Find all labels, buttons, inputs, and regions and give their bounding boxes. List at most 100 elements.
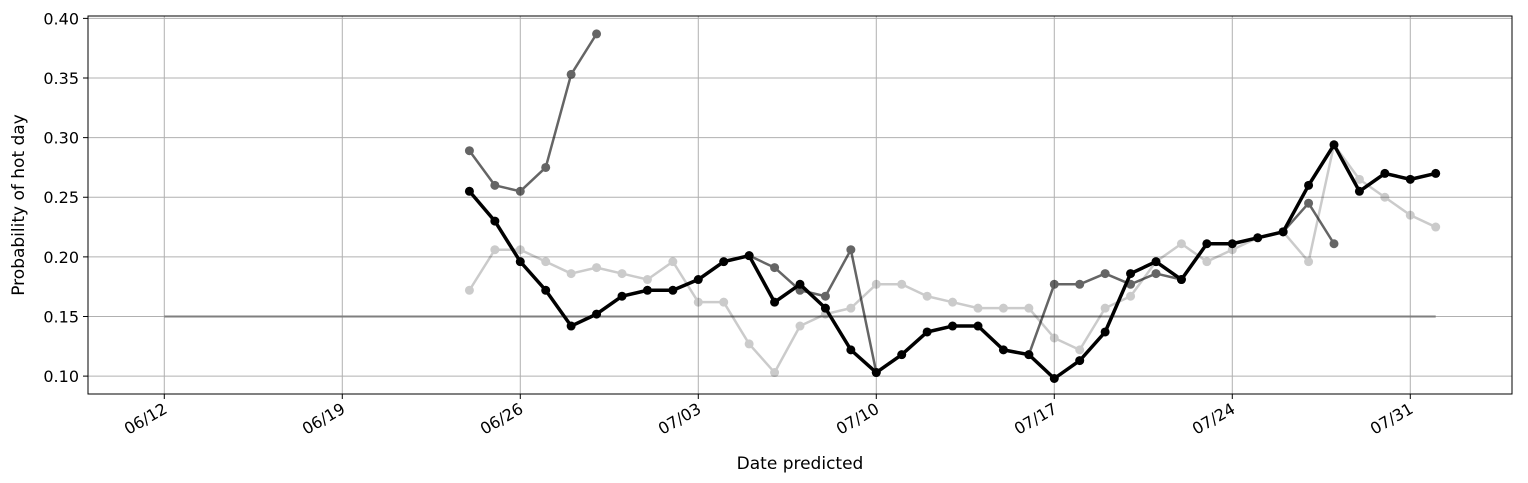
data-point [515,257,525,267]
series-2 [464,29,1339,378]
data-point [973,321,983,331]
data-point [1075,279,1085,289]
data-point [1304,198,1314,208]
data-point [770,297,780,307]
series-line [748,248,878,373]
plot-area-frame [87,15,1513,395]
x-axis-title: Date predicted [737,454,864,474]
data-point [464,186,474,196]
data-point [1176,275,1186,285]
data-point [846,345,856,355]
x-tick-label: 07/24 [1189,399,1238,439]
series-group [464,29,1441,383]
data-point [795,279,805,289]
data-point [490,245,500,255]
y-tick-label: 0.10 [43,367,79,386]
data-point [871,368,881,378]
x-tick-label: 06/26 [477,399,526,439]
data-point [1380,168,1390,178]
data-point [1227,239,1237,249]
data-point [1278,227,1288,237]
data-point [948,321,958,331]
data-point [770,263,780,273]
x-tick-label: 07/03 [655,399,704,439]
data-point [693,275,703,285]
data-point [693,297,703,307]
data-point [998,303,1008,313]
data-point [541,285,551,295]
data-point [1075,356,1085,366]
y-tick-label: 0.30 [43,129,79,148]
data-point [1126,269,1136,279]
data-point [1024,350,1034,360]
data-point [1151,269,1161,279]
y-tick-label: 0.15 [43,307,79,326]
data-point [948,297,958,307]
data-point [922,327,932,337]
data-point [1049,333,1059,343]
data-point [1100,303,1110,313]
data-point [1329,239,1339,249]
data-point [744,339,754,349]
data-point [1100,327,1110,337]
data-point [1024,303,1034,313]
data-point [1405,210,1415,220]
data-point [973,303,983,313]
series-line [1282,201,1336,245]
data-point [846,245,856,255]
y-axis-ticks: 0.10 0.15 0.20 0.25 0.30 0.35 0.40 [43,9,88,386]
data-point [1202,239,1212,249]
x-axis-ticks: 06/12 06/19 06/26 07/03 07/10 07/17 07/24 07/31 [121,394,1416,439]
series-1 [464,140,1441,378]
data-point [744,251,754,261]
data-point [1100,269,1110,279]
data-point [1431,168,1441,178]
data-point [566,69,576,79]
data-point [1049,279,1059,289]
data-point [795,321,805,331]
data-point [922,291,932,301]
data-point [1380,192,1390,202]
data-point [1304,257,1314,267]
x-tick-label: 06/12 [121,399,170,439]
data-point [668,285,678,295]
data-point [1431,222,1441,232]
data-point [1126,291,1136,301]
data-point [617,269,627,279]
series-3 [464,140,1441,383]
data-point [1151,257,1161,267]
data-point [1202,257,1212,267]
x-tick-label: 06/19 [299,399,348,439]
data-point [541,162,551,172]
data-point [668,257,678,267]
data-point [1253,233,1263,243]
data-point [490,216,500,226]
data-point [1049,373,1059,383]
y-tick-label: 0.25 [43,188,79,207]
data-point [515,245,525,255]
data-point [846,303,856,313]
data-point [617,291,627,301]
data-point [897,350,907,360]
y-tick-label: 0.20 [43,248,79,267]
data-point [541,257,551,267]
data-point [566,269,576,279]
series-line [468,33,598,193]
data-point [515,186,525,196]
data-point [820,291,830,301]
data-point [642,275,652,285]
data-point [719,257,729,267]
series-line [468,143,1437,374]
y-axis-title: Probability of hot day [9,114,29,296]
data-point [770,368,780,378]
y-tick-label: 0.40 [43,9,79,28]
data-point [566,321,576,331]
data-point [897,279,907,289]
data-point [1304,180,1314,190]
data-point [642,285,652,295]
data-point [871,279,881,289]
series-line [468,143,1437,381]
x-tick-label: 07/17 [1011,399,1060,439]
data-point [464,285,474,295]
